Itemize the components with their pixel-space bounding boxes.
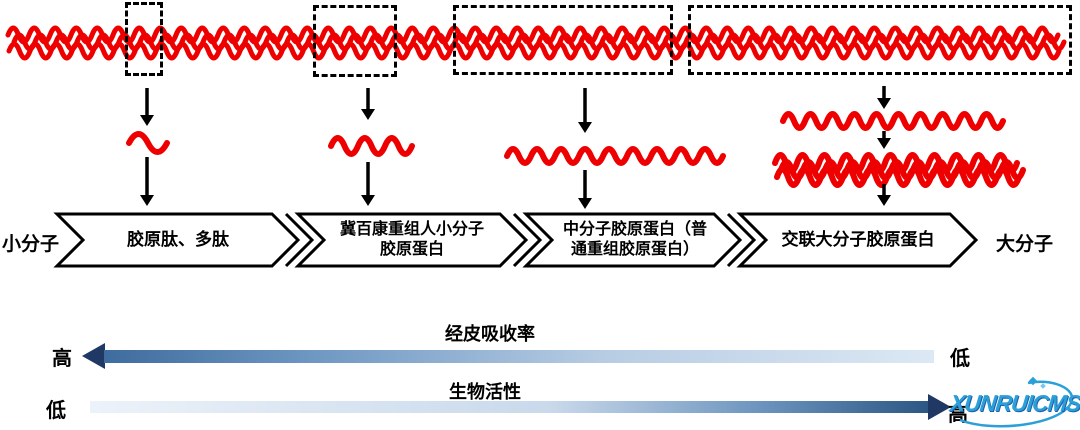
watermark: XUNRUICMS bbox=[938, 376, 1080, 430]
chevron-separator-3 bbox=[726, 212, 757, 268]
chevron-separator-1 bbox=[284, 212, 315, 268]
strand-highlight-box-2 bbox=[313, 5, 397, 77]
strand-highlight-box-4 bbox=[688, 5, 1072, 75]
chevron-separator-2 bbox=[512, 212, 543, 268]
col2-arrow-bottom-head bbox=[361, 195, 375, 206]
axis1-left-end-label: 高 bbox=[52, 348, 72, 370]
fragment-large-single bbox=[780, 111, 1006, 131]
banner-label-medium-molecule: 中分子胶原蛋白（普通重组胶原蛋白） bbox=[562, 221, 707, 258]
col1-arrow-top-head bbox=[140, 115, 154, 126]
axis1-left-arrowhead-icon bbox=[82, 343, 105, 369]
watermark-text: XUNRUICMS bbox=[948, 390, 1080, 416]
scale-left-label: 小分子 bbox=[2, 234, 60, 255]
chevron-banner-4 bbox=[736, 212, 979, 268]
chevron-banner-1 bbox=[53, 212, 301, 268]
col3-arrow-bottom-head bbox=[578, 198, 592, 209]
col4-arrow-middle-head bbox=[877, 138, 891, 149]
chevron-banner-3 bbox=[522, 212, 743, 268]
fragment-crosslinked-3 bbox=[774, 166, 1022, 188]
axis1-right-end-label: 低 bbox=[950, 348, 970, 370]
fragment-peptide bbox=[126, 131, 170, 155]
axis1-gradient-bar bbox=[104, 350, 934, 363]
axis2-left-end-label: 低 bbox=[46, 400, 66, 422]
axis1-title: 经皮吸收率 bbox=[445, 324, 535, 344]
chevron-banner-2 bbox=[294, 212, 529, 268]
strand-highlight-box-3 bbox=[453, 5, 673, 75]
col4-arrow-bottom-head bbox=[877, 195, 891, 206]
col3-arrow-top-head bbox=[578, 122, 592, 133]
banner-label-collagen-peptide: 胶原肽、多肽 bbox=[127, 229, 229, 249]
col4-arrow-top-head bbox=[877, 98, 891, 109]
fragment-small bbox=[328, 135, 415, 157]
axis2-title: 生物活性 bbox=[449, 382, 521, 402]
helix-strand-bottom bbox=[6, 41, 1062, 61]
axis2-right-arrowhead-icon bbox=[928, 394, 951, 420]
strand-highlight-box-1 bbox=[125, 2, 163, 76]
col2-arrow-top-head bbox=[361, 109, 375, 120]
fragment-medium bbox=[504, 146, 726, 166]
scale-right-label: 大分子 bbox=[996, 234, 1054, 255]
axis2-gradient-bar bbox=[90, 401, 928, 413]
banner-label-small-molecule-recombinant: 冀百康重组人小分子胶原蛋白 bbox=[339, 221, 484, 258]
watermark-swoosh-icon bbox=[959, 376, 1074, 428]
banner-label-crosslinked-large-molecule: 交联大分子胶原蛋白 bbox=[781, 229, 935, 249]
col1-arrow-bottom-head bbox=[140, 195, 154, 206]
